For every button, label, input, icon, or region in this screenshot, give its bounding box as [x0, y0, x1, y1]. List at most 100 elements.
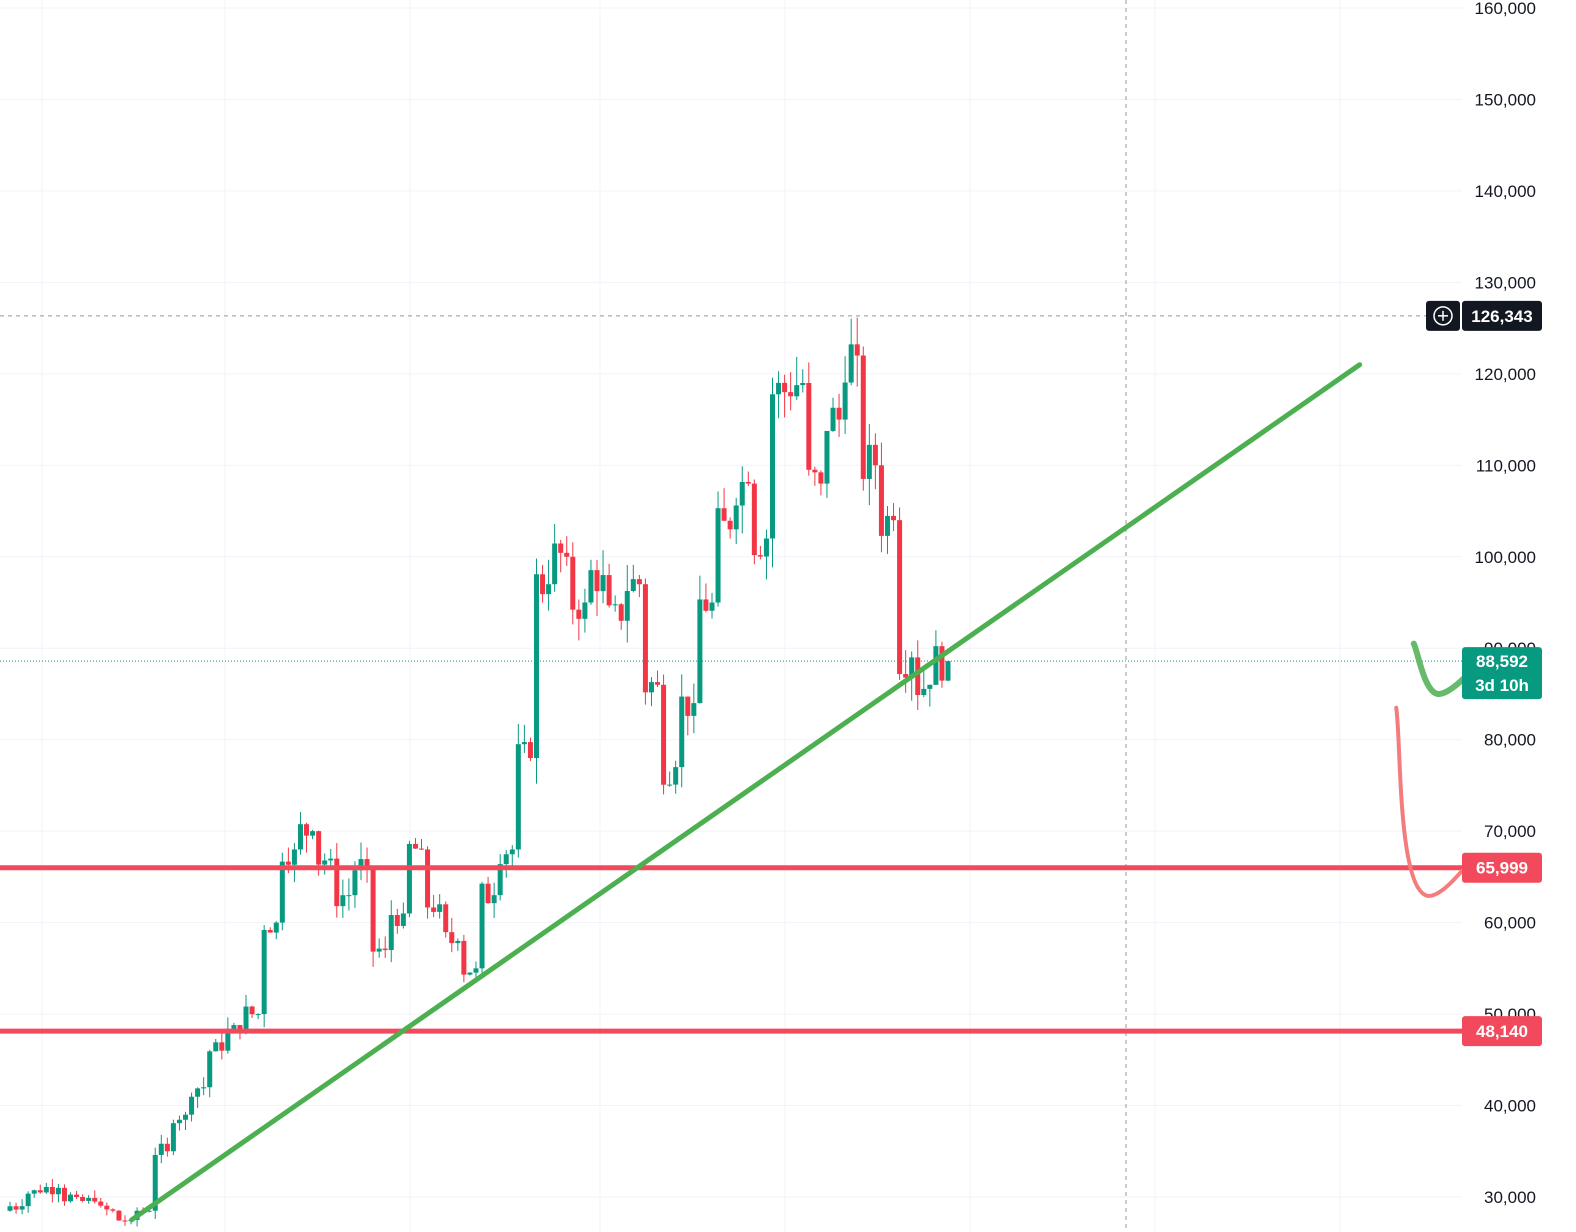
candle-body: [685, 696, 691, 716]
candle-body: [195, 1088, 201, 1097]
candle-body: [594, 570, 600, 592]
candle-body: [751, 483, 757, 556]
candle-body: [358, 859, 364, 871]
price-axis[interactable]: 30,00040,00050,00060,00070,00080,00090,0…: [1462, 0, 1576, 1232]
candle-body: [473, 968, 479, 973]
candle-body: [449, 932, 455, 944]
candle-body: [225, 1028, 231, 1051]
candle-body: [884, 515, 890, 536]
candle-body: [285, 861, 291, 865]
trendline[interactable]: [129, 362, 1363, 1223]
candle-body: [818, 472, 824, 484]
candle-body: [219, 1042, 225, 1051]
candle-body: [146, 1210, 152, 1212]
candle-body: [328, 858, 334, 861]
candle-body: [715, 508, 721, 603]
candle-body: [437, 904, 443, 912]
candle-body: [830, 407, 836, 431]
candle-body: [782, 382, 788, 393]
candle-body: [891, 515, 897, 521]
candle-body: [61, 1187, 67, 1202]
candle-body: [231, 1025, 237, 1029]
candle-body: [703, 599, 709, 611]
candle-body: [842, 382, 848, 420]
candle-body: [606, 575, 612, 606]
candle-body: [431, 907, 437, 912]
candle-body: [19, 1206, 25, 1210]
y-tick-label: 30,000: [1484, 1188, 1536, 1207]
candle-body: [201, 1087, 207, 1089]
y-tick-label: 120,000: [1475, 365, 1536, 384]
candle-body: [7, 1206, 13, 1211]
candle-body: [400, 913, 406, 926]
candle-body: [558, 543, 564, 553]
candle-body: [812, 469, 818, 473]
candle-body: [854, 344, 860, 356]
candle-body: [213, 1042, 219, 1052]
candle-body: [909, 657, 915, 678]
support-lines[interactable]: [0, 865, 1462, 1034]
candle-body: [13, 1206, 19, 1210]
price-badges: 126,343 88,592 3d 10h 65,999 48,140: [1426, 300, 1542, 1047]
candle-body: [745, 481, 751, 484]
candle-body: [770, 394, 776, 539]
candle-body: [406, 843, 412, 914]
candle-body: [322, 860, 328, 865]
candle-body: [872, 444, 878, 466]
plus-circle-icon[interactable]: [1433, 306, 1453, 326]
candle-body: [661, 684, 667, 785]
candle-body: [352, 870, 358, 896]
candle-body: [49, 1186, 55, 1195]
candle-body: [104, 1205, 110, 1210]
candle-body: [533, 574, 539, 758]
candle-body: [921, 688, 927, 696]
candle-body: [630, 579, 636, 592]
candle-body: [806, 382, 812, 470]
candle-body: [788, 392, 794, 397]
candle-body: [497, 864, 503, 896]
candle-body: [334, 858, 340, 907]
candle-body: [43, 1186, 49, 1193]
candle-body: [80, 1197, 86, 1201]
y-tick-label: 80,000: [1484, 731, 1536, 750]
candle-body: [945, 661, 951, 681]
candle-body: [443, 904, 449, 933]
crosshair: [0, 0, 1462, 1232]
candle-body: [388, 915, 394, 951]
candle-body: [794, 385, 800, 397]
candle-body: [158, 1143, 164, 1155]
last-price-badge-countdown: 3d 10h: [1475, 676, 1529, 695]
trendline-group[interactable]: [129, 362, 1363, 1223]
candle-body: [878, 465, 884, 536]
candle-body: [927, 684, 933, 689]
candle-body: [304, 824, 310, 836]
candle-body: [757, 555, 763, 557]
candle-body: [679, 696, 685, 768]
candle-body: [655, 682, 661, 685]
candle-body: [267, 930, 273, 933]
candle-body: [110, 1209, 116, 1211]
candle-body: [291, 849, 297, 865]
candle-body: [509, 849, 515, 855]
support-1-badge-label: 65,999: [1476, 859, 1528, 878]
candle-body: [98, 1201, 104, 1206]
y-tick-label: 160,000: [1475, 0, 1536, 18]
candle-body: [243, 1006, 249, 1033]
candle-body: [564, 552, 570, 557]
candle-body: [915, 657, 921, 696]
y-tick-label: 150,000: [1475, 90, 1536, 109]
candle-body: [92, 1197, 98, 1202]
candle-body: [364, 859, 370, 868]
candle-body: [848, 344, 854, 383]
candle-body: [800, 382, 806, 386]
candle-body: [576, 609, 582, 619]
candle-body: [425, 849, 431, 908]
candle-body: [485, 883, 491, 904]
candle-body: [691, 703, 697, 716]
candle-body: [316, 831, 322, 865]
candle-body: [55, 1187, 61, 1195]
candle-body: [897, 520, 903, 675]
candle-body: [515, 744, 521, 850]
